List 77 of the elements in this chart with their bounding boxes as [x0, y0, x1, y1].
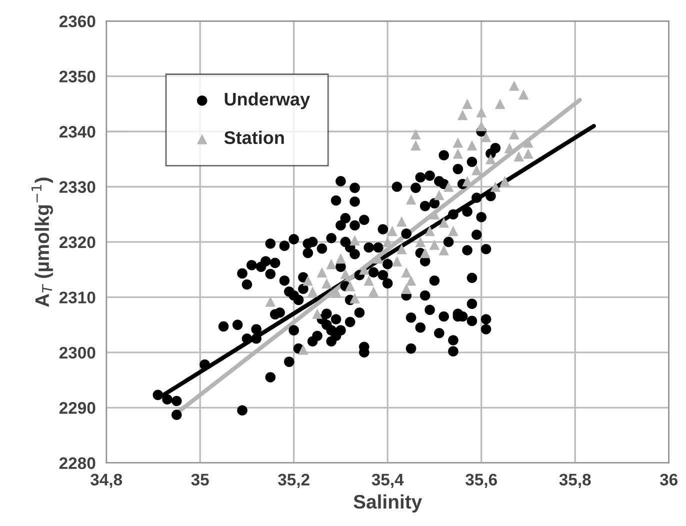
x-tick-label: 36: [660, 474, 678, 486]
point: [476, 107, 486, 118]
x-tick-label: 35,6: [466, 474, 497, 488]
point: [434, 190, 444, 200]
point: [326, 258, 336, 270]
point: [401, 284, 412, 294]
point: [490, 182, 501, 192]
point: [307, 286, 318, 297]
point: [429, 209, 440, 220]
point: [452, 148, 464, 159]
point: [523, 148, 534, 159]
point: [476, 120, 486, 132]
point: [429, 240, 440, 250]
point: [336, 253, 346, 264]
point: [364, 275, 374, 286]
point: [462, 98, 472, 110]
point: [387, 226, 398, 236]
point: [330, 286, 342, 297]
point: [410, 129, 421, 140]
y-tick-label: 2330: [59, 181, 96, 193]
point: [401, 267, 412, 278]
y-tick-label: 2350: [59, 70, 96, 82]
point: [302, 275, 314, 286]
point: [443, 182, 454, 192]
point: [448, 226, 458, 236]
point: [265, 296, 276, 307]
point: [350, 293, 360, 304]
point: [322, 278, 332, 289]
point: [406, 275, 416, 286]
point: [396, 244, 407, 254]
x-tick-label: 35,8: [559, 474, 591, 488]
y-tick-label: 2320: [59, 236, 96, 248]
y-tick-label: 2340: [59, 126, 96, 138]
point: [420, 248, 430, 258]
point: [452, 137, 464, 148]
x-axis-title: Salinity: [354, 494, 422, 513]
point: [382, 236, 393, 248]
point: [344, 280, 356, 292]
point: [410, 140, 421, 150]
x-tick-label: 34,8: [90, 474, 122, 488]
y-tick-label: 2360: [59, 15, 96, 28]
point: [509, 80, 520, 91]
point: [500, 176, 510, 186]
point: [480, 132, 492, 142]
y-tick-label: 2310: [59, 292, 96, 304]
legend-label: Station: [224, 130, 284, 144]
point: [494, 98, 506, 110]
legend-label: Underway: [224, 92, 310, 110]
point: [373, 253, 384, 264]
point: [514, 151, 524, 162]
point: [340, 268, 351, 280]
point: [415, 236, 426, 248]
point: [392, 256, 402, 266]
point: [457, 110, 468, 120]
point: [368, 286, 379, 297]
point: [438, 245, 449, 256]
point: [466, 140, 478, 150]
point: [396, 216, 407, 227]
point: [350, 235, 360, 246]
point: [486, 154, 496, 164]
point: [316, 267, 328, 278]
point: [406, 194, 416, 205]
y-tick-label: 2280: [59, 457, 96, 470]
point: [359, 264, 370, 275]
x-tick-label: 35,2: [278, 474, 310, 488]
x-tick-label: 35,4: [372, 474, 404, 488]
y-tick-label: 2300: [59, 346, 96, 359]
point: [438, 217, 449, 228]
point: [424, 226, 435, 236]
point: [472, 165, 482, 176]
y-axis-title: A$_{T}$ (µmolkg$^{−1}$): [32, 178, 53, 307]
x-tick-label: 35: [191, 474, 209, 486]
point: [509, 129, 520, 140]
point: [518, 89, 529, 100]
point: [312, 308, 322, 319]
point: [298, 344, 308, 355]
y-tick-label: 2290: [59, 402, 96, 414]
